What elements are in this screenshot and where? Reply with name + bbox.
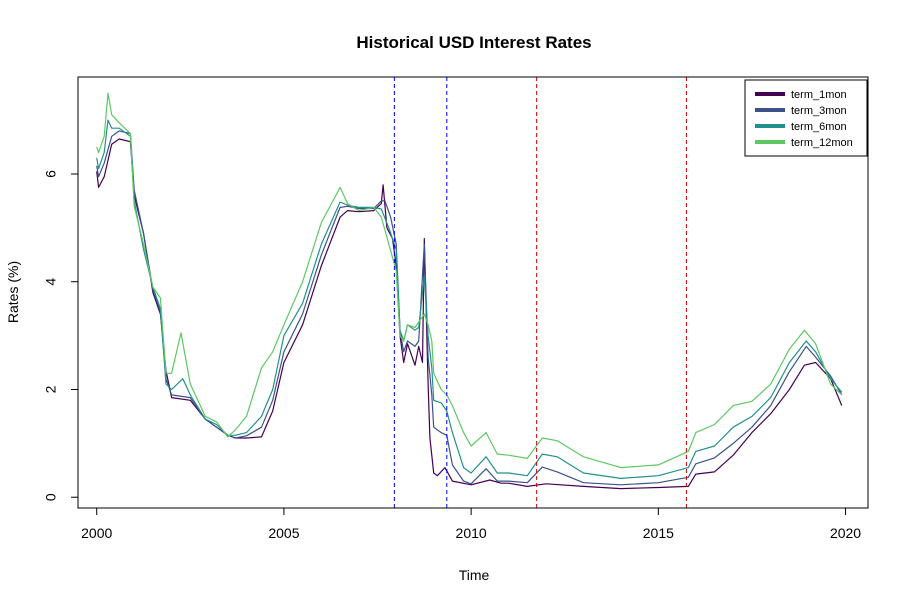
legend: term_1mon term_3mon term_6mon term_12mon: [744, 79, 868, 157]
chart-title: Historical USD Interest Rates: [356, 33, 591, 52]
legend-label-term_3mon: term_3mon: [791, 105, 847, 117]
plot-area: [96, 77, 843, 508]
plot-frame: [77, 76, 869, 509]
y-tick-label-6: 6: [43, 170, 59, 178]
y-tick-label-0: 0: [43, 493, 59, 501]
series-line-term_12mon: [96, 92, 843, 469]
series-line-term_3mon: [96, 130, 843, 486]
series-line-term_6mon: [96, 119, 843, 479]
x-tick-label-2015: 2015: [643, 525, 674, 541]
x-axis-label: Time: [459, 567, 490, 583]
legend-label-term_12mon: term_12mon: [791, 137, 853, 149]
y-tick-label-2: 2: [43, 385, 59, 393]
x-tick-label-2010: 2010: [456, 525, 487, 541]
x-tick-label-2005: 2005: [268, 525, 299, 541]
y-tick-label-4: 4: [43, 278, 59, 286]
legend-label-term_1mon: term_1mon: [791, 89, 847, 101]
legend-label-term_6mon: term_6mon: [791, 121, 847, 133]
x-tick-label-2000: 2000: [81, 525, 112, 541]
y-axis-label: Rates (%): [5, 261, 21, 323]
x-tick-label-2020: 2020: [830, 525, 861, 541]
